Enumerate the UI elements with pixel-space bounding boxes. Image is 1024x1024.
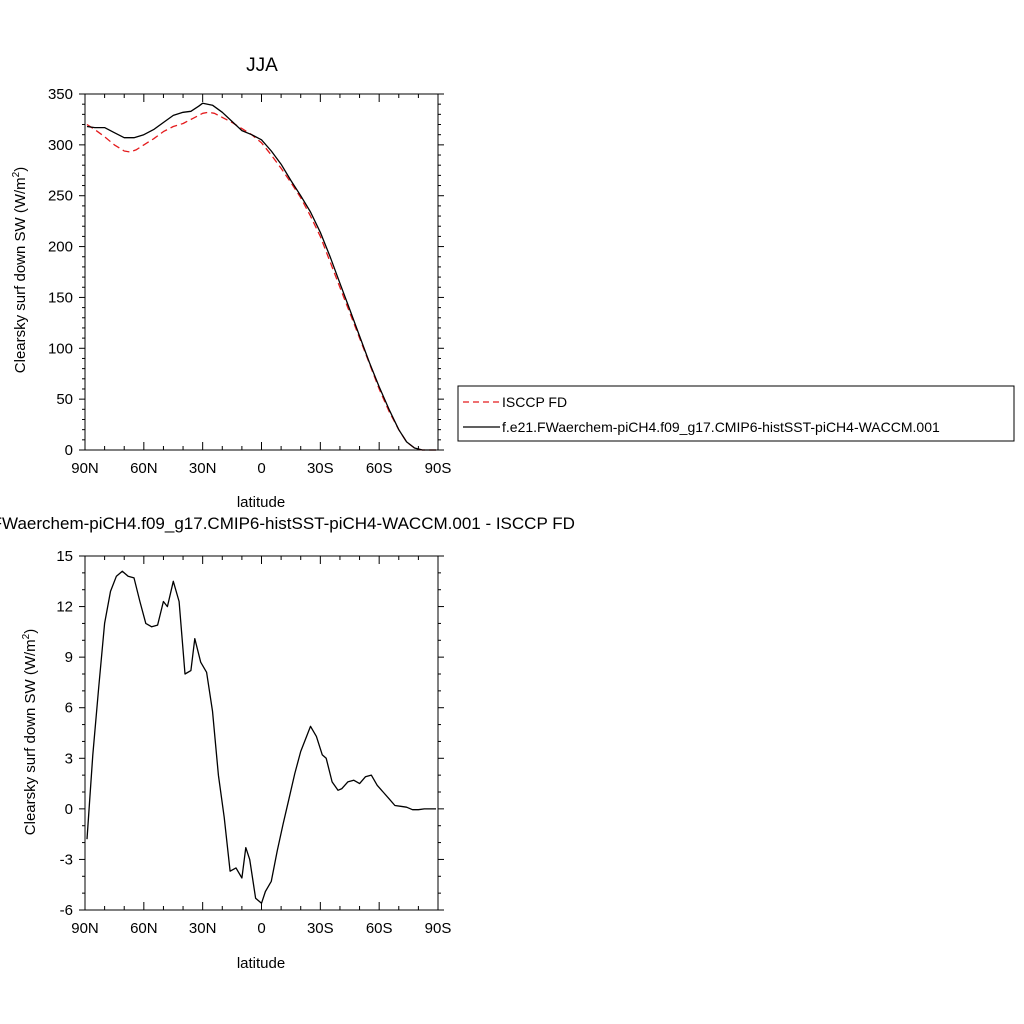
top-y-tick-label: 300 — [48, 137, 73, 154]
top-ticks — [79, 93, 444, 451]
bottom-chart-title: f.e21.FWaerchem-piCH4.f09_g17.CMIP6-hist… — [0, 514, 575, 533]
bottom-x-tick-label: 60S — [366, 920, 393, 937]
top-series — [86, 102, 436, 451]
top-y-tick-label: 0 — [65, 442, 73, 459]
bottom-y-tick-label: 9 — [65, 649, 73, 666]
top-tick-labels: 90N 60N 30N 0 30S 60S 90S 0 50 100 150 200 250 300 350 — [48, 86, 451, 477]
bottom-y-tick-label: 3 — [65, 750, 73, 767]
bottom-tick-labels: 90N 60N 30N 0 30S 60S 90S -6 -3 0 3 6 9 12 15 — [56, 548, 451, 937]
top-chart-title: JJA — [246, 55, 278, 76]
bottom-panel: f.e21.FWaerchem-piCH4.f09_g17.CMIP6-hist… — [0, 514, 575, 972]
top-x-tick-label: 90S — [425, 460, 452, 477]
bottom-series — [86, 570, 436, 904]
top-x-axis-label: latitude — [237, 494, 285, 511]
top-y-tick-label: 50 — [56, 391, 73, 408]
top-x-tick-label: 90N — [71, 460, 99, 477]
bottom-y-axis-label: Clearsky surf down SW (W/m2) — [21, 629, 39, 835]
bottom-series-line-0 — [86, 570, 436, 904]
top-x-tick-label: 30N — [189, 460, 217, 477]
bottom-x-tick-label: 30N — [189, 920, 217, 937]
bottom-y-tick-label: 6 — [65, 700, 73, 717]
legend-label-model: f.e21.FWaerchem-piCH4.f09_g17.CMIP6-hist… — [502, 419, 940, 435]
top-y-tick-label: 250 — [48, 188, 73, 205]
bottom-x-tick-label: 90N — [71, 920, 99, 937]
top-y-tick-label: 350 — [48, 86, 73, 103]
top-series-line-1 — [86, 102, 436, 451]
bottom-plot-frame — [84, 555, 439, 911]
bottom-x-tick-label: 90S — [425, 920, 452, 937]
top-y-tick-label: 150 — [48, 289, 73, 306]
top-series-line-0 — [86, 111, 436, 451]
bottom-ticks — [79, 555, 444, 911]
top-y-tick-label: 200 — [48, 239, 73, 256]
bottom-x-tick-label: 0 — [257, 920, 265, 937]
bottom-y-tick-label: 12 — [56, 599, 73, 616]
top-x-tick-label: 60N — [130, 460, 158, 477]
top-x-tick-label: 0 — [257, 460, 265, 477]
bottom-y-tick-label: -6 — [60, 902, 73, 919]
bottom-y-tick-label: 15 — [56, 548, 73, 565]
bottom-y-tick-label: -3 — [60, 851, 73, 868]
legend-box — [457, 385, 1015, 442]
top-x-tick-label: 30S — [307, 460, 334, 477]
bottom-y-tick-label: 0 — [65, 801, 73, 818]
bottom-x-axis-label: latitude — [237, 955, 285, 972]
top-x-tick-label: 60S — [366, 460, 393, 477]
top-y-tick-label: 100 — [48, 340, 73, 357]
top-panel: JJA Clearsky surf down SW (W/m2) latitud… — [11, 55, 451, 511]
bottom-x-tick-label: 60N — [130, 920, 158, 937]
top-y-axis-label: Clearsky surf down SW (W/m2) — [11, 167, 29, 373]
bottom-x-tick-label: 30S — [307, 920, 334, 937]
legend-label-isccp: ISCCP FD — [502, 394, 567, 410]
legend: ISCCP FD f.e21.FWaerchem-piCH4.f09_g17.C… — [457, 385, 1015, 442]
top-plot-frame — [84, 93, 439, 451]
